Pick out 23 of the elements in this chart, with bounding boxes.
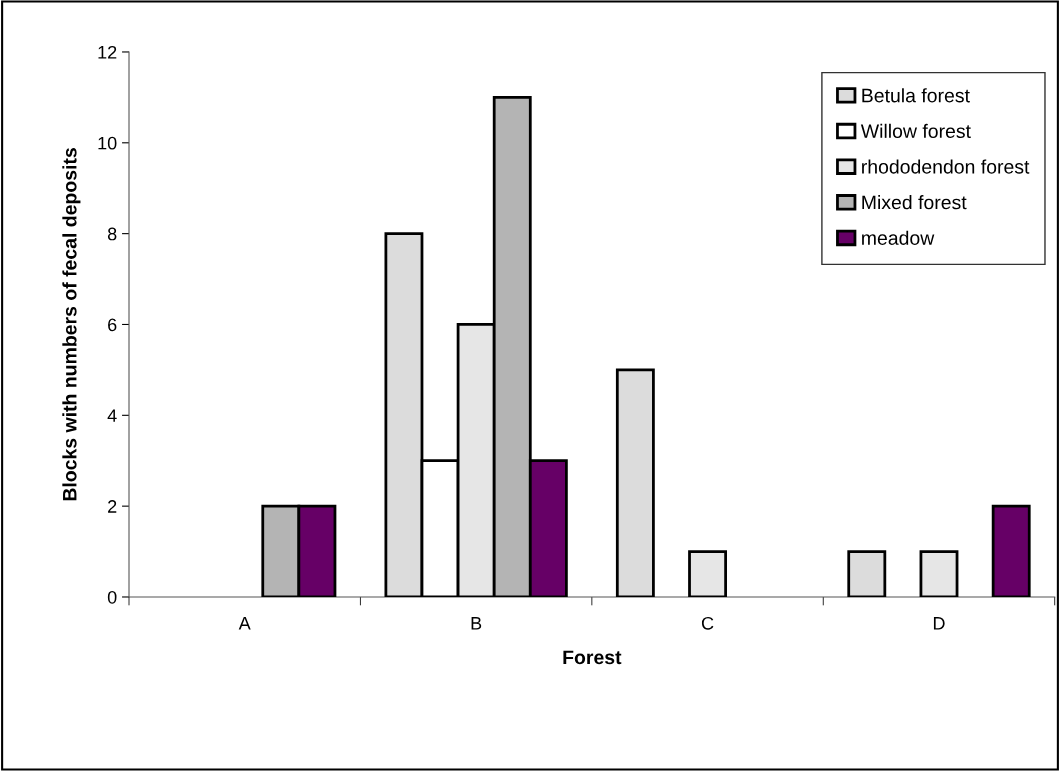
y-tick-label: 10 [98,136,117,150]
y-tick-label: 4 [107,409,117,422]
x-tick-label: B [471,617,482,630]
bar [615,368,655,597]
bar [919,550,959,597]
bar [991,504,1031,597]
y-tick-label: 12 [98,45,117,59]
y-axis-title: Blocks with numbers of fecal deposits [62,148,81,501]
legend-label: Betula forest [862,88,970,103]
x-tick-label: C [701,616,714,630]
x-axis-title: Forest [563,650,622,665]
x-tick-label: D [933,617,945,630]
y-tick-label: 8 [107,227,117,241]
y-tick-label: 2 [108,500,117,513]
y-tick-label: 0 [107,590,117,604]
legend-label: rhododendon forest [862,159,1030,174]
legend-label: Mixed forest [862,195,967,210]
bar [847,550,887,597]
legend-label: meadow [862,230,935,245]
legend-label: Willow forest [860,123,971,139]
y-tick-label: 6 [108,318,117,332]
x-tick-label: A [238,617,251,630]
bar [688,550,727,597]
